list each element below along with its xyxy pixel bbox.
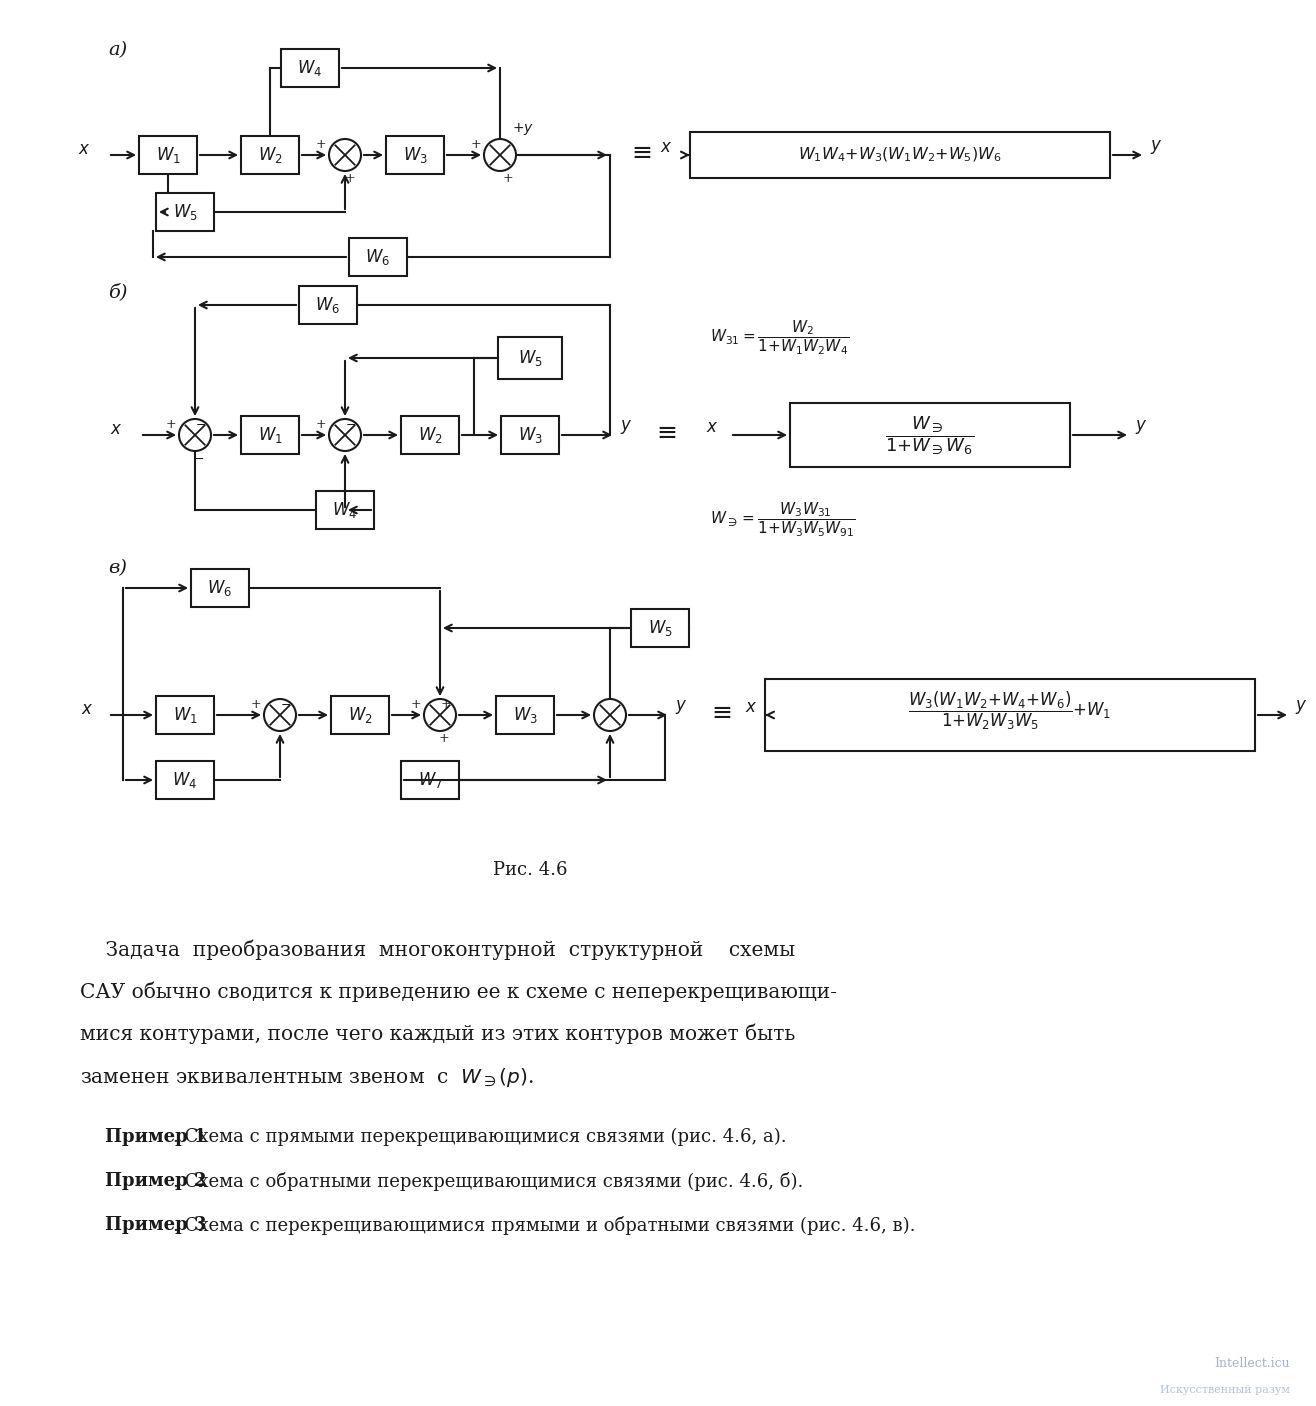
Text: −: − (193, 453, 204, 465)
Text: Intellect.icu: Intellect.icu (1215, 1357, 1290, 1369)
Circle shape (329, 419, 361, 451)
Text: $W_6$: $W_6$ (208, 578, 233, 598)
Text: +: + (316, 139, 326, 152)
Text: . Схема с прямыми перекрещивающимися связями (рис. 4.6, а).: . Схема с прямыми перекрещивающимися свя… (172, 1128, 787, 1146)
Text: $W_6$: $W_6$ (366, 247, 391, 267)
Text: $x$: $x$ (78, 142, 89, 159)
Text: $W_3$: $W_3$ (403, 145, 428, 165)
Text: +: + (166, 419, 176, 432)
Text: Рис. 4.6: Рис. 4.6 (492, 860, 567, 879)
Bar (349, 238, 407, 276)
Text: +: + (503, 173, 513, 186)
Bar (157, 193, 215, 231)
Text: $W_4$: $W_4$ (172, 770, 197, 790)
Text: $W_2$: $W_2$ (258, 145, 283, 165)
Text: $W_1$: $W_1$ (172, 704, 197, 725)
Text: +: + (316, 419, 326, 432)
Text: $W_1W_4{+}W_3(W_1W_2{+}W_5)W_6$: $W_1W_4{+}W_3(W_1W_2{+}W_5)W_6$ (797, 146, 1001, 165)
Circle shape (594, 699, 626, 731)
Bar (401, 416, 459, 454)
Bar (630, 609, 690, 647)
Text: $y$: $y$ (675, 697, 687, 716)
Text: Пример 3: Пример 3 (105, 1216, 207, 1234)
Text: $x$: $x$ (80, 702, 93, 718)
Text: $W_1$: $W_1$ (155, 145, 180, 165)
Text: $W_4$: $W_4$ (297, 58, 322, 77)
Text: $W_6$: $W_6$ (316, 295, 341, 315)
Bar (241, 136, 299, 174)
Text: +: + (441, 699, 451, 711)
Bar (299, 285, 357, 323)
Circle shape (424, 699, 457, 731)
Text: $W_{31}{=}\dfrac{W_2}{1{+}W_1W_2W_4}$: $W_{31}{=}\dfrac{W_2}{1{+}W_1W_2W_4}$ (711, 319, 849, 357)
Bar (157, 696, 215, 734)
Text: $+y$: $+y$ (512, 121, 534, 136)
Text: $W_4$: $W_4$ (333, 501, 358, 520)
Circle shape (329, 139, 361, 172)
Text: +: + (345, 173, 355, 186)
Text: $W_5$: $W_5$ (172, 202, 197, 222)
Bar (241, 416, 299, 454)
Bar (316, 491, 374, 529)
Text: Искусственный разум: Искусственный разум (1161, 1385, 1290, 1395)
Circle shape (265, 699, 296, 731)
Text: $x$: $x$ (745, 699, 758, 716)
Text: $W_3$: $W_3$ (517, 425, 542, 446)
Circle shape (484, 139, 516, 172)
Text: $W_{\ni}{=}\dfrac{W_3W_{31}}{1{+}W_3W_5W_{91}}$: $W_{\ni}{=}\dfrac{W_3W_{31}}{1{+}W_3W_5W… (711, 501, 855, 538)
Text: $W_3$: $W_3$ (512, 704, 537, 725)
Text: −: − (346, 419, 357, 432)
Bar (157, 761, 215, 799)
Text: $\dfrac{W_3(W_1W_2{+}W_4{+}W_6)}{1{+}W_2W_3W_5}{+}W_1$: $\dfrac{W_3(W_1W_2{+}W_4{+}W_6)}{1{+}W_2… (908, 690, 1112, 733)
Text: Пример 1: Пример 1 (105, 1128, 207, 1146)
Text: +: + (471, 139, 482, 152)
Text: +: + (438, 733, 449, 745)
Bar (139, 136, 197, 174)
Text: $W_2$: $W_2$ (347, 704, 372, 725)
Bar (401, 761, 459, 799)
Text: −: − (196, 419, 207, 432)
Text: Задача  преобразования  многоконтурной  структурной    схемы: Задача преобразования многоконтурной стр… (80, 941, 795, 960)
Text: $\dfrac{W_{\ni}}{1{+}W_{\ni}W_6}$: $\dfrac{W_{\ni}}{1{+}W_{\ni}W_6}$ (886, 415, 975, 456)
Text: $W_5$: $W_5$ (647, 619, 672, 638)
Bar (386, 136, 443, 174)
Bar (690, 132, 1109, 179)
Text: $\equiv$: $\equiv$ (653, 420, 678, 443)
Text: +: + (411, 699, 421, 711)
Text: $x$: $x$ (109, 422, 122, 439)
Text: заменен эквивалентным звеном  с  $W_\ni(p)$.: заменен эквивалентным звеном с $W_\ni(p)… (80, 1066, 534, 1090)
Text: a): a) (108, 41, 128, 59)
Bar (496, 696, 554, 734)
Text: $y$: $y$ (1295, 697, 1308, 716)
Text: мися контурами, после чего каждый из этих контуров может быть: мися контурами, после чего каждый из эти… (80, 1024, 795, 1045)
Bar (765, 679, 1255, 751)
Circle shape (179, 419, 211, 451)
Bar (332, 696, 390, 734)
Text: $\equiv$: $\equiv$ (628, 141, 653, 163)
Bar (497, 337, 562, 380)
Text: в): в) (108, 560, 128, 576)
Text: $\equiv$: $\equiv$ (708, 700, 733, 724)
Text: $y$: $y$ (1150, 138, 1162, 156)
Bar (501, 416, 559, 454)
Bar (790, 404, 1070, 467)
Text: +: + (250, 699, 262, 711)
Text: САУ обычно сводится к приведению ее к схеме с неперекрещивающи-: САУ обычно сводится к приведению ее к сх… (80, 981, 837, 1002)
Text: $W_7$: $W_7$ (417, 770, 442, 790)
Text: . Схема с перекрещивающимися прямыми и обратными связями (рис. 4.6, в).: . Схема с перекрещивающимися прямыми и о… (172, 1216, 916, 1234)
Text: $y$: $y$ (1134, 418, 1148, 436)
Bar (191, 569, 249, 607)
Text: . Схема с обратными перекрещивающимися связями (рис. 4.6, б).: . Схема с обратными перекрещивающимися с… (172, 1173, 803, 1191)
Text: $y$: $y$ (620, 418, 633, 436)
Text: −: − (280, 699, 291, 711)
Text: Пример 2: Пример 2 (105, 1173, 207, 1189)
Text: б): б) (108, 283, 128, 301)
Bar (282, 49, 340, 87)
Text: $W_5$: $W_5$ (517, 349, 542, 368)
Text: $x$: $x$ (661, 139, 672, 156)
Text: $x$: $x$ (705, 419, 719, 436)
Text: $W_2$: $W_2$ (417, 425, 442, 446)
Text: $W_1$: $W_1$ (258, 425, 283, 446)
